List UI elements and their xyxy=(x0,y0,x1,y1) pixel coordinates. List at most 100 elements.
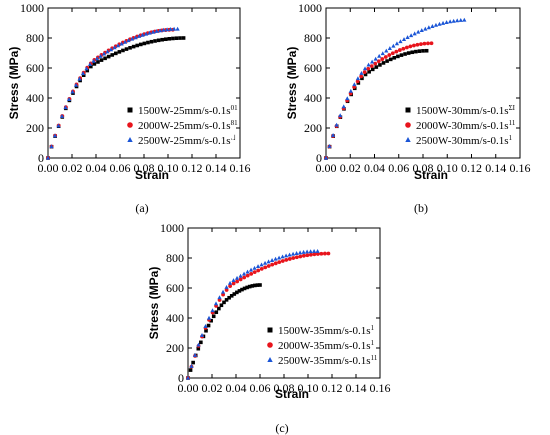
data-point-triangle xyxy=(362,66,368,71)
panel-label: (a) xyxy=(135,201,148,215)
data-point-triangle xyxy=(231,278,236,283)
data-point-square xyxy=(374,65,379,69)
data-point-triangle xyxy=(154,29,159,33)
data-point-triangle xyxy=(437,21,442,26)
data-point-square xyxy=(106,54,111,59)
series-triangle xyxy=(45,26,180,160)
y-tick-label: 800 xyxy=(26,31,44,45)
legend-entry: 2500W-35mm/s-0.1s11 xyxy=(278,354,378,367)
data-point-square xyxy=(149,39,154,44)
data-point-triangle xyxy=(430,24,435,28)
legend-marker-square xyxy=(127,107,133,113)
data-point-triangle xyxy=(412,31,417,36)
data-point-triangle xyxy=(150,29,156,34)
data-point-square xyxy=(399,53,404,57)
data-point-square xyxy=(181,36,186,40)
data-point-triangle xyxy=(241,271,247,276)
data-point-triangle xyxy=(276,255,282,260)
data-point-circle xyxy=(287,257,292,261)
data-point-triangle xyxy=(283,253,289,258)
x-tick-label: 0.16 xyxy=(510,161,531,175)
data-point-triangle xyxy=(245,269,250,274)
data-point-triangle xyxy=(213,301,219,306)
data-point-circle xyxy=(263,265,268,270)
data-point-triangle xyxy=(119,41,124,46)
x-tick-label: 0.04 xyxy=(226,381,247,395)
x-tick-label: 0.00 xyxy=(178,381,199,395)
data-point-triangle xyxy=(136,34,142,38)
legend-entry: 2000W-25mm/s-0.1s81 xyxy=(138,119,238,132)
data-point-triangle xyxy=(161,27,166,32)
data-point-square xyxy=(85,68,90,73)
x-tick-label: 0.04 xyxy=(364,161,385,175)
data-point-triangle xyxy=(266,259,271,264)
data-point-square xyxy=(217,306,221,311)
legend-marker-square xyxy=(405,107,411,113)
x-tick-label: 0.12 xyxy=(461,161,482,175)
data-point-triangle xyxy=(259,262,264,267)
y-tick-label: 1000 xyxy=(160,221,184,235)
data-point-square xyxy=(191,360,195,365)
data-point-circle xyxy=(273,261,278,266)
data-point-circle xyxy=(373,61,378,66)
data-point-triangle xyxy=(66,97,72,101)
data-point-circle xyxy=(228,284,233,288)
data-point-square xyxy=(110,53,115,57)
data-point-triangle xyxy=(171,26,177,31)
data-point-square xyxy=(153,39,157,43)
data-point-triangle xyxy=(185,375,191,380)
legend-marker-triangle xyxy=(127,137,133,142)
x-tick-label: 0.12 xyxy=(322,381,343,395)
data-point-square xyxy=(146,40,150,45)
data-point-square xyxy=(421,49,425,53)
y-tick-label: 1000 xyxy=(298,1,322,15)
data-point-circle xyxy=(369,64,374,69)
data-point-triangle xyxy=(398,39,403,44)
data-point-triangle xyxy=(98,53,103,58)
data-point-circle xyxy=(284,258,289,262)
data-point-square xyxy=(378,63,382,67)
data-point-square xyxy=(224,298,229,302)
legend-marker-square xyxy=(267,327,273,333)
data-point-square xyxy=(385,59,389,63)
data-point-circle xyxy=(242,275,247,280)
data-point-triangle xyxy=(433,22,439,27)
y-tick-label: 400 xyxy=(166,311,184,325)
data-point-triangle xyxy=(451,18,456,23)
data-point-square xyxy=(219,303,224,308)
x-tick-label: 0.08 xyxy=(413,161,434,175)
data-point-triangle xyxy=(352,82,357,87)
data-point-triangle xyxy=(448,19,453,24)
panel-c: 0.00 0.02 0.04 0.06 0.08 0.10 0.12 0.14 0.16 0 200… xyxy=(147,221,391,435)
data-point-triangle xyxy=(304,249,310,254)
data-point-triangle xyxy=(70,89,75,94)
data-point-circle xyxy=(245,273,250,278)
data-point-circle xyxy=(422,41,427,46)
data-point-square xyxy=(360,76,364,81)
data-point-triangle xyxy=(80,71,86,76)
data-point-triangle xyxy=(419,28,424,33)
data-point-circle xyxy=(376,59,381,64)
data-point-circle xyxy=(221,292,226,297)
y-tick-label: 800 xyxy=(304,31,322,45)
data-point-triangle xyxy=(192,352,198,357)
data-point-square xyxy=(258,283,262,287)
data-point-triangle xyxy=(366,62,371,67)
data-point-square xyxy=(196,346,201,351)
legend-marker-triangle xyxy=(267,357,273,362)
data-point-circle xyxy=(394,49,399,54)
data-point-circle xyxy=(252,270,257,275)
data-point-square xyxy=(96,60,100,64)
data-point-triangle xyxy=(338,113,343,118)
data-point-triangle xyxy=(52,133,58,138)
data-point-circle xyxy=(319,251,324,256)
data-point-square xyxy=(171,36,175,41)
panel-label: (c) xyxy=(275,421,288,435)
data-point-triangle xyxy=(423,26,428,31)
data-point-triangle xyxy=(49,144,54,149)
data-point-square xyxy=(253,283,257,288)
data-point-triangle xyxy=(84,66,89,71)
x-tick-label: 0.16 xyxy=(370,381,391,395)
data-point-square xyxy=(124,47,129,51)
data-point-square xyxy=(381,61,386,65)
